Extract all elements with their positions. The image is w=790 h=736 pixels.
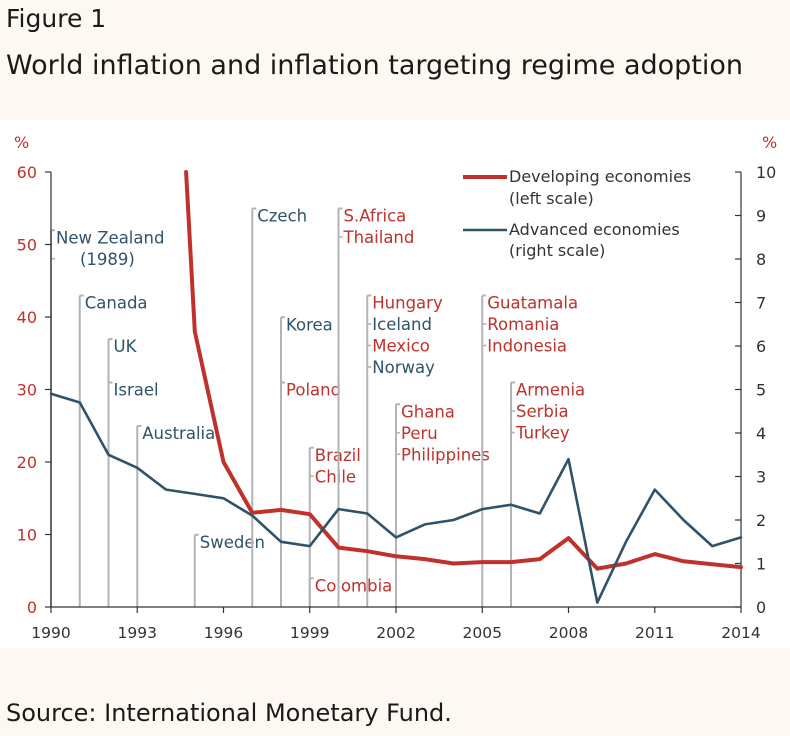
- left-tick-label: 40: [17, 308, 37, 327]
- adoption-label: Hungary: [372, 294, 443, 313]
- adoption-marker: Australia: [136, 424, 215, 607]
- left-tick-label: 0: [27, 598, 37, 617]
- adoption-marker: Colombia: [308, 576, 393, 607]
- adoption-label: Turkey: [515, 424, 570, 443]
- source-note: Source: International Monetary Fund.: [6, 699, 452, 727]
- adoption-marker: Hungary Iceland Mexico Norway: [366, 294, 443, 607]
- legend-label-developing: Developing economies: [509, 167, 691, 186]
- adoption-label: Indonesia: [487, 337, 567, 356]
- legend: Developing economies (left scale) Advanc…: [463, 167, 691, 260]
- adoption-label: Guatamala: [487, 294, 578, 313]
- adoption-marker: Poland: [280, 381, 341, 607]
- adoption-label: Sweden: [200, 533, 265, 552]
- series-line-advanced: [49, 392, 743, 604]
- right-tick-label: 6: [756, 337, 766, 356]
- right-tick-label: 1: [756, 555, 766, 574]
- x-tick-label: 1993: [118, 624, 157, 642]
- adoption-marker: Sweden: [193, 533, 265, 607]
- adoption-marker: Canada: [78, 294, 148, 607]
- right-tick-label: 2: [756, 511, 766, 530]
- adoption-label: Colombia: [315, 576, 393, 595]
- adoption-label: Serbia: [516, 402, 569, 421]
- adoption-label: Philippines: [401, 445, 490, 464]
- adoption-label: Iceland: [372, 315, 432, 334]
- adoption-label: Peru: [401, 424, 438, 443]
- right-tick-label: 7: [756, 294, 766, 313]
- axes: % % 1990 1993 1996 1999 2002 2005 2008 2011 2014…: [14, 133, 777, 642]
- adoption-label: Thailand: [343, 228, 415, 247]
- adoption-label: Czech: [257, 207, 307, 226]
- adoption-marker: UK: [107, 337, 138, 607]
- adoption-label: Poland: [286, 381, 341, 400]
- adoption-label: (1989): [80, 250, 135, 269]
- adoption-marker: Ghana Peru Philippines: [395, 402, 490, 607]
- left-tick-label: 60: [17, 163, 37, 182]
- chart-title: World inflation and inflation targeting …: [6, 50, 744, 81]
- adoption-marker: Guatamala Romania Indonesia: [481, 294, 578, 607]
- adoption-label: Mexico: [372, 337, 430, 356]
- adoption-label: Canada: [85, 294, 148, 313]
- right-tick-label: 3: [756, 468, 766, 487]
- x-tick-label: 1990: [31, 624, 70, 642]
- adoption-marker: Czech: [251, 207, 307, 607]
- adoption-marker: Israel: [107, 381, 159, 607]
- x-tick-label: 2011: [635, 624, 674, 642]
- right-tick-label: 4: [756, 424, 766, 443]
- adoption-marker: Armenia Serbia Turkey: [510, 381, 585, 607]
- adoption-markers: New Zealand (1989) Canada UK Israel Australia…: [50, 207, 585, 607]
- right-tick-label: 5: [756, 381, 766, 400]
- legend-label-advanced: Advanced economies: [509, 220, 680, 239]
- legend-sublabel-advanced: (right scale): [509, 241, 605, 260]
- left-tick-label: 10: [17, 526, 37, 545]
- left-tick-label: 20: [17, 453, 37, 472]
- right-tick-label: 10: [756, 163, 776, 182]
- left-axis-unit: %: [14, 133, 29, 152]
- adoption-label: S.Africa: [344, 207, 407, 226]
- right-tick-label: 8: [756, 250, 766, 269]
- legend-sublabel-developing: (left scale): [509, 189, 594, 208]
- x-tick-label: 1996: [204, 624, 243, 642]
- right-tick-label: 9: [756, 207, 766, 226]
- chart-panel: New Zealand (1989) Canada UK Israel Australia…: [0, 120, 790, 648]
- right-tick-label: 0: [756, 598, 766, 617]
- adoption-label: UK: [114, 337, 138, 356]
- x-tick-label: 2014: [721, 624, 760, 642]
- adoption-label: Ghana: [401, 402, 455, 421]
- adoption-label: Norway: [372, 358, 435, 377]
- left-tick-label: 30: [17, 381, 37, 400]
- inflation-chart: New Zealand (1989) Canada UK Israel Australia…: [14, 133, 777, 642]
- series-line-developing: [184, 170, 743, 571]
- right-axis-unit: %: [762, 133, 777, 152]
- adoption-marker: S.Africa Thailand: [337, 207, 415, 607]
- x-tick-label: 2002: [376, 624, 415, 642]
- adoption-label: Romania: [487, 315, 559, 334]
- adoption-label: Australia: [142, 424, 215, 443]
- left-tick-label: 50: [17, 236, 37, 255]
- figure-label: Figure 1: [6, 4, 107, 33]
- x-tick-label: 2008: [549, 624, 588, 642]
- adoption-label: Korea: [286, 315, 333, 334]
- x-tick-label: 1999: [290, 624, 329, 642]
- adoption-label: Chile: [315, 467, 356, 486]
- x-tick-label: 2005: [463, 624, 502, 642]
- adoption-label: Israel: [114, 381, 159, 400]
- adoption-label: New Zealand: [56, 228, 164, 247]
- adoption-label: Armenia: [516, 381, 585, 400]
- series-lines: [49, 170, 743, 604]
